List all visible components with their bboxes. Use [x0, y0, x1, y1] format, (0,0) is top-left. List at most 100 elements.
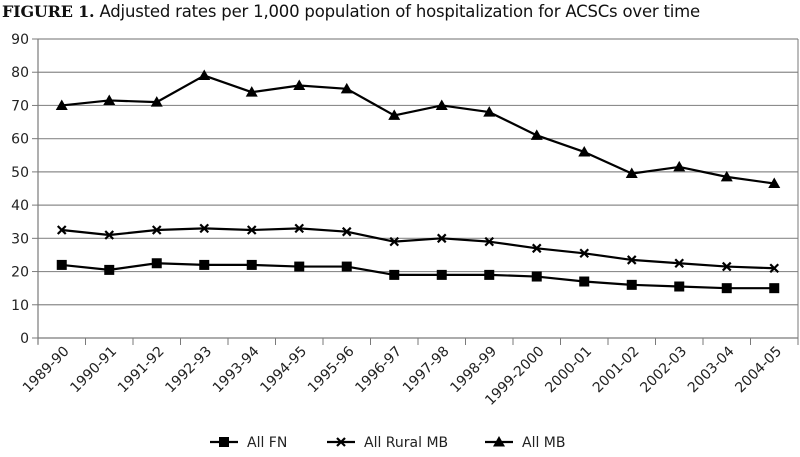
series-group [55, 69, 781, 294]
axes [32, 38, 799, 345]
x-stroke [579, 248, 590, 259]
data-point [673, 160, 686, 172]
data-point [341, 261, 352, 272]
x-tick-label: 1995-96 [305, 343, 358, 396]
legend-item: All MB [485, 435, 566, 451]
x-tick-label: 2002-03 [637, 344, 690, 397]
x-stroke [199, 223, 210, 234]
data-point [246, 259, 257, 270]
x-stroke [104, 230, 115, 240]
x-stroke [436, 233, 447, 244]
data-point [56, 259, 67, 270]
y-tick-label: 90 [11, 32, 29, 48]
data-point [293, 79, 306, 91]
data-point [484, 269, 495, 280]
data-point [531, 271, 542, 282]
data-point [340, 82, 353, 94]
x-tick-label: 1989-90 [20, 344, 73, 397]
data-point [389, 269, 400, 280]
data-point [56, 225, 67, 235]
data-point [198, 69, 211, 81]
legend-marker [336, 437, 346, 447]
series-all-mb [55, 69, 781, 189]
y-tick-label: 40 [11, 198, 29, 214]
legend-label: All MB [522, 435, 566, 451]
data-point [246, 225, 257, 235]
y-tick-labels: 0 10 20 30 40 50 60 70 80 90 [11, 32, 29, 347]
data-point [151, 225, 162, 235]
data-point [341, 226, 352, 237]
data-point [435, 99, 448, 110]
data-point [720, 170, 733, 182]
data-point [103, 94, 116, 105]
x-tick-label: 1994-95 [257, 344, 310, 397]
data-point [626, 255, 637, 265]
data-point [579, 276, 590, 287]
data-point [436, 233, 447, 244]
y-tick-label: 30 [11, 231, 29, 247]
data-point [530, 129, 543, 140]
data-point [625, 167, 638, 179]
y-tick-label: 20 [11, 265, 29, 281]
data-point [294, 261, 305, 272]
data-point [436, 269, 447, 280]
x-stroke [336, 437, 346, 447]
x-tick-label: 1992-93 [162, 344, 215, 397]
x-tick-label: 1990-91 [67, 344, 120, 397]
data-point [769, 263, 780, 274]
x-tick-label: 1993-94 [210, 343, 263, 396]
gridlines [38, 38, 798, 306]
series-line [61, 227, 775, 270]
data-point [769, 283, 780, 294]
x-stroke [769, 263, 780, 274]
chart-title: FIGURE 1. Adjusted rates per 1,000 popul… [2, 2, 700, 21]
legend-marker [493, 436, 505, 447]
data-point [578, 145, 591, 157]
data-point [626, 279, 637, 290]
x-tick-label: 2001-02 [590, 344, 643, 397]
data-point [150, 96, 163, 107]
data-point [674, 281, 685, 292]
x-tick-label: 2003-04 [685, 343, 738, 396]
y-tick-label: 50 [11, 165, 29, 181]
x-tick-label: 2004-05 [732, 344, 785, 397]
legend-marker [219, 437, 229, 447]
data-point [483, 106, 496, 117]
x-stroke [151, 225, 162, 235]
x-tick-label: 1996-97 [352, 344, 405, 397]
data-point [199, 223, 210, 234]
x-stroke [674, 258, 685, 269]
x-tick-label: 1997-98 [400, 344, 453, 397]
x-tick-label: 1991-92 [115, 344, 168, 397]
series-line [61, 74, 775, 185]
data-point [389, 236, 400, 247]
data-point [579, 248, 590, 259]
legend-label: All FN [247, 435, 287, 451]
data-point [104, 264, 115, 275]
data-point [674, 258, 685, 269]
x-stroke [56, 225, 67, 235]
data-point [104, 230, 115, 240]
data-point [151, 258, 162, 269]
figure-label: FIGURE 1. [2, 2, 95, 21]
legend: All FN All Rural MB All MB [210, 435, 566, 451]
x-stroke [246, 225, 257, 235]
data-point [294, 223, 305, 234]
data-point [55, 99, 68, 110]
series-all-fn [56, 258, 780, 294]
data-point [531, 243, 542, 254]
data-point [721, 283, 732, 294]
data-point [721, 261, 732, 272]
y-tick-label: 80 [11, 65, 29, 81]
x-stroke [721, 261, 732, 272]
series-all-rural-mb [56, 223, 780, 274]
x-stroke [626, 255, 637, 265]
x-stroke [389, 236, 400, 247]
data-point [199, 259, 210, 270]
x-stroke [294, 223, 305, 234]
title-text: Adjusted rates per 1,000 population of h… [99, 2, 701, 21]
data-point [768, 177, 781, 189]
x-stroke [484, 236, 495, 247]
y-tick-label: 70 [11, 98, 29, 114]
legend-label: All Rural MB [364, 435, 448, 451]
